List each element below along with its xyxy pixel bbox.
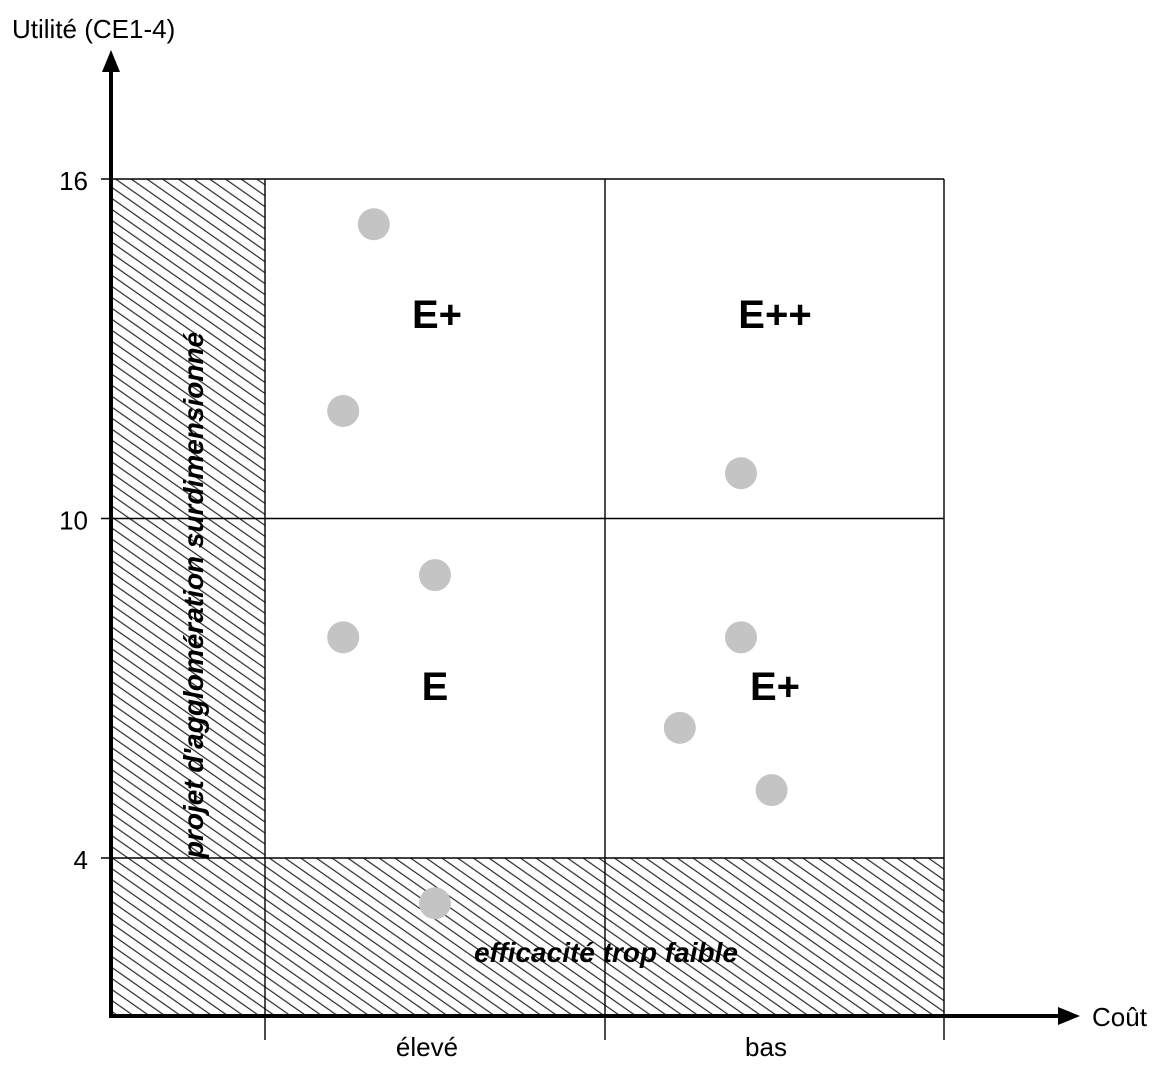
grid-lines — [101, 178, 945, 1040]
hatched-label-bottom: efficacité trop faible — [474, 937, 738, 968]
y-tick-label: 16 — [59, 166, 88, 196]
y-tick-label: 4 — [74, 845, 88, 875]
y-axis-arrow — [102, 50, 120, 72]
x-category-label-bas: bas — [745, 1032, 787, 1061]
x-axis-title: Coût — [1092, 1002, 1148, 1032]
x-category-label-eleve: élevé — [396, 1032, 458, 1061]
data-point — [419, 887, 451, 920]
zone-label-top-left: E+ — [412, 293, 462, 337]
hatched-regions — [111, 179, 944, 1016]
data-points — [327, 208, 788, 920]
data-point — [755, 774, 788, 807]
zone-label-bottom-left: E — [422, 665, 449, 709]
zone-label-top-right: E++ — [738, 293, 811, 337]
zone-label-bottom-right: E+ — [750, 665, 800, 709]
hatched-label-left: projet d'agglomération surdimensionné — [178, 332, 209, 859]
y-axis-title: Utilité (CE1-4) — [12, 14, 175, 44]
axes: 4 10 16 — [59, 50, 1080, 1025]
data-point — [327, 394, 360, 427]
hatched-region-left — [111, 179, 265, 1016]
y-tick-label: 10 — [59, 506, 88, 536]
data-point — [357, 208, 390, 241]
data-point — [725, 621, 757, 654]
data-point — [419, 559, 451, 592]
data-point — [663, 711, 696, 744]
x-axis-arrow — [1058, 1007, 1080, 1025]
data-point — [725, 457, 757, 490]
data-point — [327, 621, 360, 654]
